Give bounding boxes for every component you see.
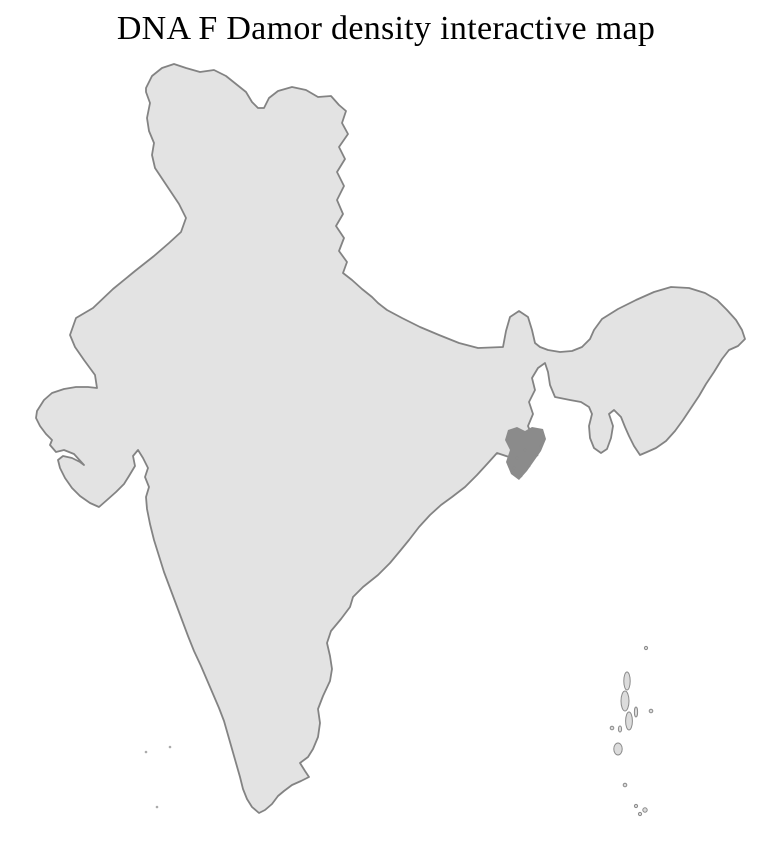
river-delta-shade [505,427,546,480]
andaman-nicobar-islands [609,645,654,817]
lakshadweep-islands [144,745,172,809]
page-title: DNA F Damor density interactive map [116,10,656,47]
india-outline [35,63,746,814]
